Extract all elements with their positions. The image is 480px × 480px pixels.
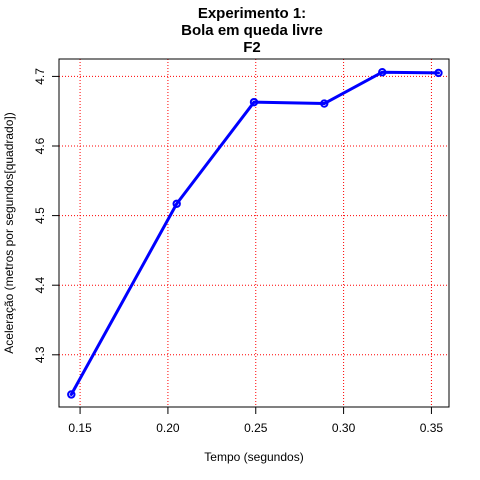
data-point-0-1	[172, 199, 181, 208]
x-tick-label-3: 0.30	[332, 421, 356, 435]
chart-title-line-2: Bola em queda livre	[181, 22, 323, 39]
y-tick-label-1: 4.4	[33, 277, 47, 294]
y-tick-label-3: 4.6	[33, 137, 47, 154]
series-line-0	[69, 70, 440, 396]
y-tick-label-4: 4.7	[33, 68, 47, 85]
chart-title-line-3: F2	[243, 39, 261, 56]
chart-title-line-1: Experimento 1:	[198, 5, 306, 22]
x-tick-label-0: 0.15	[68, 421, 92, 435]
y-tick-label-2: 4.5	[33, 207, 47, 224]
grid	[59, 59, 449, 407]
data-point-0-4	[378, 68, 387, 77]
data-point-0-3	[320, 99, 329, 108]
x-tick-label-4: 0.35	[420, 421, 444, 435]
data-point-0-0	[67, 390, 76, 399]
x-tick-label-2: 0.25	[244, 421, 268, 435]
data-point-0-5	[434, 68, 443, 78]
x-axis: 0.15 0.20 0.25 0.30 0.35	[68, 406, 444, 435]
x-axis-label: Tempo (segundos)	[204, 450, 303, 464]
y-tick-label-0: 4.3	[33, 346, 47, 363]
data-points	[67, 68, 443, 399]
y-axis-label: Aceleração (metros por segundos[quadrado…	[2, 112, 16, 353]
x-tick-label-1: 0.20	[156, 421, 180, 435]
y-axis: 4.3 4.4 4.5 4.6 4.7	[33, 68, 60, 363]
series-line-layer	[69, 70, 440, 396]
data-point-0-2	[249, 97, 259, 107]
